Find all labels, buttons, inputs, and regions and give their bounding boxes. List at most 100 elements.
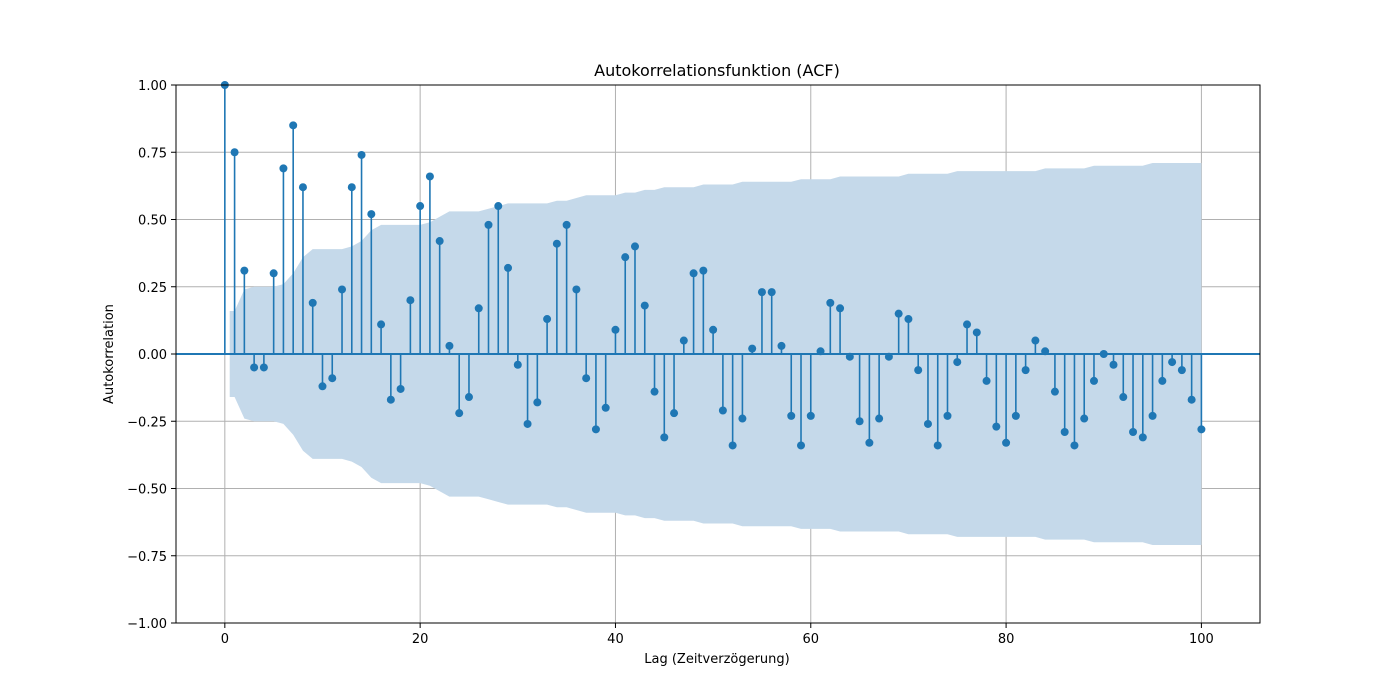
y-ticks: −1.00 −0.75 −0.50 −0.25 0.00 0.25 0.50 0.75 1.00 (127, 79, 176, 632)
stem-marker (943, 411, 952, 420)
stem-marker (367, 210, 376, 219)
chart-title: Autokorrelationsfunktion (ACF) (594, 61, 840, 80)
stem-marker (377, 320, 386, 329)
stem-marker (1021, 366, 1030, 375)
stem-marker (562, 220, 571, 229)
y-tick-label: −1.00 (127, 617, 167, 632)
y-axis-label: Autokorrelation (102, 304, 117, 404)
stem-marker (689, 269, 698, 278)
x-tick-label: 80 (998, 632, 1015, 647)
stem-marker (923, 419, 932, 428)
x-tick-label: 20 (412, 632, 429, 647)
stem-marker (884, 352, 893, 361)
stem-marker (318, 382, 327, 391)
stem-marker (1148, 411, 1157, 420)
acf-stems (220, 81, 1206, 450)
y-tick-label: −0.50 (127, 483, 167, 498)
stem-marker (806, 411, 815, 420)
stem-marker (1070, 441, 1079, 450)
stem-marker (728, 441, 737, 450)
stem-marker (875, 414, 884, 423)
stem-marker (396, 384, 405, 393)
stem-marker (914, 366, 923, 375)
stem-marker (230, 148, 239, 157)
stem-marker (777, 341, 786, 350)
stem-marker (611, 325, 620, 334)
y-tick-label: 0.75 (138, 146, 167, 161)
stem-marker (455, 409, 464, 418)
stem-marker (1197, 425, 1206, 434)
stem-marker (670, 409, 679, 418)
stem-marker (250, 363, 259, 372)
stem-marker (1050, 387, 1059, 396)
stem-marker (836, 304, 845, 313)
stem-marker (338, 285, 347, 294)
stem-marker (240, 266, 249, 275)
y-tick-label: −0.25 (127, 415, 167, 430)
stem-marker (709, 325, 718, 334)
stem-marker (738, 414, 747, 423)
stem-marker (279, 164, 288, 173)
stem-marker (797, 441, 806, 450)
stem-marker (904, 315, 913, 324)
x-tick-label: 100 (1189, 632, 1214, 647)
y-tick-label: 1.00 (138, 79, 167, 94)
stem-marker (523, 419, 532, 428)
stem-marker (982, 376, 991, 385)
stem-marker (1002, 438, 1011, 447)
stem-marker (787, 411, 796, 420)
stem-marker (425, 172, 434, 181)
stem-marker (679, 336, 688, 345)
stem-marker (1177, 366, 1186, 375)
stem-marker (435, 237, 444, 246)
stem-marker (748, 344, 757, 353)
x-tick-label: 40 (607, 632, 624, 647)
stem-marker (1060, 428, 1069, 437)
stem-marker (601, 403, 610, 412)
stem-marker (484, 220, 493, 229)
stem-marker (445, 341, 454, 350)
stem-marker (533, 398, 542, 407)
stem-marker (572, 285, 581, 294)
stem-marker (328, 374, 337, 383)
stem-marker (269, 269, 278, 278)
y-tick-label: 0.00 (138, 348, 167, 363)
stem-marker (630, 242, 639, 251)
stem-marker (504, 263, 513, 272)
stem-marker (816, 347, 825, 356)
stem-marker (474, 304, 483, 313)
x-tick-label: 60 (803, 632, 820, 647)
stem-marker (845, 352, 854, 361)
stem-marker (289, 121, 298, 130)
stem-marker (1129, 428, 1138, 437)
stem-marker (963, 320, 972, 329)
stem-marker (494, 202, 503, 211)
stem-marker (591, 425, 600, 434)
stem-marker (416, 202, 425, 211)
stem-marker (543, 315, 552, 324)
stem-marker (1138, 433, 1147, 442)
stem-marker (865, 438, 874, 447)
x-ticks: 0 20 40 60 80 100 (221, 623, 1214, 647)
stem-marker (259, 363, 268, 372)
y-tick-label: 0.50 (138, 214, 167, 229)
stem-marker (1031, 336, 1040, 345)
stem-marker (1011, 411, 1020, 420)
stem-marker (1187, 395, 1196, 404)
stem-marker (757, 288, 766, 297)
x-axis-label: Lag (Zeitverzögerung) (644, 652, 790, 667)
stem-marker (1089, 376, 1098, 385)
y-tick-label: 0.25 (138, 281, 167, 296)
stem-marker (1158, 376, 1167, 385)
stem-marker (718, 406, 727, 415)
stem-marker (933, 441, 942, 450)
stem-marker (621, 253, 630, 262)
stem-marker (953, 358, 962, 367)
stem-marker (650, 387, 659, 396)
stem-marker (1099, 350, 1108, 358)
stem-marker (513, 360, 522, 369)
stem-marker (1041, 347, 1050, 356)
stem-marker (406, 296, 415, 305)
